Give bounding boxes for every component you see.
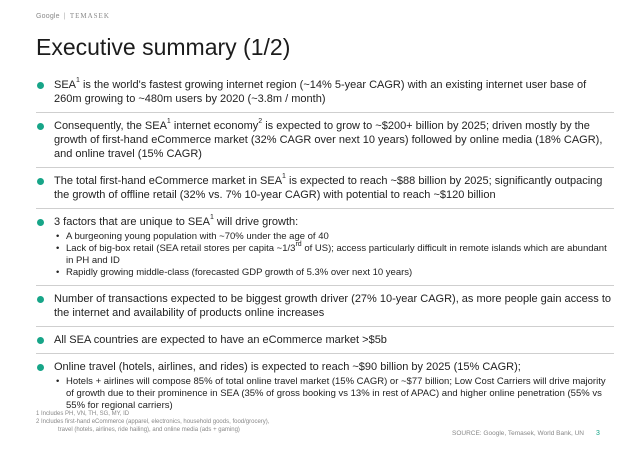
bullet-dot-icon (37, 296, 44, 303)
bullet-item: Number of transactions expected to be bi… (36, 292, 614, 327)
sub-bullet-item: Lack of big-box retail (SEA retail store… (56, 241, 614, 267)
header-logos: Google | TEMASEK (36, 12, 110, 20)
bullet-item: 3 factors that are unique to SEA1 will d… (36, 214, 614, 286)
page-title: Executive summary (1/2) (36, 34, 291, 60)
temasek-logo: TEMASEK (69, 12, 110, 20)
sub-bullet-item: A burgeoning young population with ~70% … (56, 231, 614, 243)
footnote-2-continued: travel (hotels, airlines, ride hailing),… (58, 427, 240, 433)
summary-bullet-list: SEA1 is the world's fastest growing inte… (36, 77, 614, 424)
bullet-item: Online travel (hotels, airlines, and rid… (36, 360, 614, 418)
source-note: SOURCE: Google, Temasek, World Bank, UN (452, 430, 584, 437)
sub-bullet-item: Rapidly growing middle-class (forecasted… (56, 267, 614, 279)
bullet-dot-icon (37, 178, 44, 185)
sub-bullet-list: A burgeoning young population with ~70% … (36, 231, 614, 279)
bullet-text: Number of transactions expected to be bi… (54, 293, 611, 319)
bullet-item: The total first-hand eCommerce market in… (36, 173, 614, 209)
bullet-dot-icon (37, 82, 44, 89)
sub-bullet-item: Hotels + airlines will compose 85% of to… (56, 376, 614, 412)
bullet-item: Consequently, the SEA1 internet economy2… (36, 118, 614, 168)
footnote-2: 2 Includes first-hand eCommerce (apparel… (36, 419, 270, 425)
footnotes: 1 Includes PH, VN, TH, SG, MY, ID 2 Incl… (36, 410, 269, 434)
bullet-item: SEA1 is the world's fastest growing inte… (36, 77, 614, 113)
bullet-dot-icon (37, 364, 44, 371)
bullet-dot-icon (37, 219, 44, 226)
sub-bullet-list: Hotels + airlines will compose 85% of to… (36, 376, 614, 412)
google-logo: Google (36, 13, 60, 20)
bullet-item: All SEA countries are expected to have a… (36, 333, 614, 354)
bullet-text: The total first-hand eCommerce market in… (54, 173, 603, 201)
bullet-text: SEA1 is the world's fastest growing inte… (54, 77, 587, 105)
bullet-dot-icon (37, 337, 44, 344)
logo-separator: | (63, 13, 66, 20)
footnote-1: 1 Includes PH, VN, TH, SG, MY, ID (36, 411, 130, 417)
bullet-text: All SEA countries are expected to have a… (54, 334, 387, 346)
page-number: 3 (596, 430, 600, 437)
bullet-text: Consequently, the SEA1 internet economy2… (54, 118, 603, 160)
bullet-text: 3 factors that are unique to SEA1 will d… (54, 214, 299, 228)
bullet-text: Online travel (hotels, airlines, and rid… (54, 361, 521, 373)
bullet-dot-icon (37, 123, 44, 130)
